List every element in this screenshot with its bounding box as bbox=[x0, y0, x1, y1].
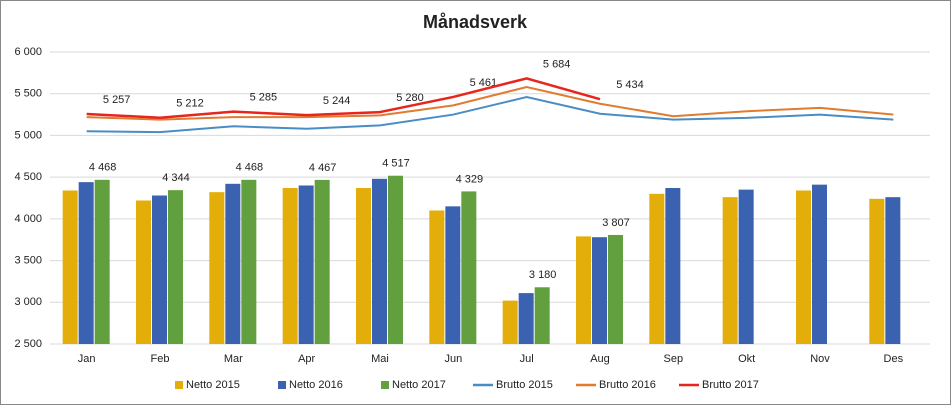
bar bbox=[869, 198, 885, 344]
x-tick-label: Des bbox=[884, 353, 904, 365]
y-tick-label: 2 500 bbox=[14, 338, 42, 350]
data-label: 3 807 bbox=[602, 217, 630, 229]
bar bbox=[738, 189, 754, 344]
x-tick-label: Aug bbox=[590, 353, 610, 365]
x-tick-label: Jan bbox=[78, 353, 96, 365]
bar bbox=[62, 190, 78, 344]
legend-label: Brutto 2015 bbox=[496, 379, 553, 391]
bar bbox=[592, 237, 607, 344]
chart-title: Månadsverk bbox=[423, 12, 528, 32]
data-label: 4 329 bbox=[456, 173, 484, 185]
legend-label: Netto 2015 bbox=[186, 379, 240, 391]
bar bbox=[241, 179, 257, 344]
legend-label: Netto 2017 bbox=[392, 379, 446, 391]
x-tick-label: Jul bbox=[520, 353, 534, 365]
bar bbox=[298, 185, 314, 344]
y-tick-label: 3 000 bbox=[14, 296, 42, 308]
bar bbox=[168, 190, 183, 344]
x-tick-label: Mai bbox=[371, 353, 389, 365]
data-label: 5 244 bbox=[323, 95, 351, 107]
x-tick-label: Mar bbox=[224, 353, 243, 365]
bar bbox=[372, 178, 387, 344]
bar bbox=[608, 234, 623, 344]
bar bbox=[225, 183, 241, 344]
bar bbox=[445, 206, 461, 344]
bar bbox=[812, 184, 827, 344]
y-tick-label: 5 500 bbox=[14, 88, 42, 100]
bar bbox=[314, 179, 330, 344]
data-label: 5 434 bbox=[616, 79, 644, 91]
x-tick-label: Apr bbox=[298, 353, 315, 365]
x-tick-label: Okt bbox=[738, 353, 755, 365]
bar bbox=[461, 191, 477, 344]
x-tick-label: Nov bbox=[810, 353, 830, 365]
bar bbox=[576, 236, 591, 344]
x-tick-label: Jun bbox=[444, 353, 462, 365]
y-tick-label: 4 000 bbox=[14, 213, 42, 225]
y-tick-label: 3 500 bbox=[14, 254, 42, 266]
bar bbox=[665, 187, 681, 344]
bar bbox=[885, 197, 901, 344]
line bbox=[86, 96, 894, 134]
legend-label: Brutto 2016 bbox=[599, 379, 656, 391]
bar bbox=[152, 195, 167, 344]
data-label: 5 257 bbox=[103, 94, 131, 106]
legend-swatch bbox=[278, 381, 286, 389]
bar bbox=[78, 182, 94, 344]
legend-label: Brutto 2017 bbox=[702, 379, 759, 391]
legend-swatch bbox=[175, 381, 183, 389]
data-label: 4 517 bbox=[382, 158, 410, 170]
data-label: 4 468 bbox=[89, 162, 117, 174]
data-label: 5 461 bbox=[470, 77, 498, 89]
bar bbox=[282, 187, 298, 344]
bar bbox=[502, 300, 518, 344]
data-label: 4 467 bbox=[309, 162, 337, 174]
bar bbox=[518, 293, 534, 344]
y-tick-label: 4 500 bbox=[14, 171, 42, 183]
data-label: 5 280 bbox=[396, 92, 424, 104]
bar bbox=[534, 287, 550, 344]
bar bbox=[649, 193, 665, 344]
bar bbox=[356, 187, 371, 344]
bar bbox=[136, 200, 151, 344]
data-label: 3 180 bbox=[529, 269, 557, 281]
x-tick-label: Feb bbox=[151, 353, 170, 365]
x-tick-label: Sep bbox=[664, 353, 684, 365]
bar bbox=[722, 197, 738, 344]
line bbox=[86, 77, 601, 119]
data-label: 5 684 bbox=[543, 58, 571, 70]
y-tick-label: 6 000 bbox=[14, 46, 42, 58]
bar bbox=[429, 210, 445, 344]
data-label: 5 285 bbox=[250, 92, 278, 104]
data-label: 4 344 bbox=[162, 172, 190, 184]
bar bbox=[796, 190, 811, 344]
legend-swatch bbox=[381, 381, 389, 389]
legend-label: Netto 2016 bbox=[289, 379, 343, 391]
data-label: 5 212 bbox=[176, 98, 204, 110]
y-tick-label: 5 000 bbox=[14, 129, 42, 141]
data-label: 4 468 bbox=[236, 162, 264, 174]
bar bbox=[209, 192, 225, 344]
bar bbox=[388, 175, 403, 344]
bar bbox=[94, 179, 110, 344]
line bbox=[86, 86, 894, 121]
